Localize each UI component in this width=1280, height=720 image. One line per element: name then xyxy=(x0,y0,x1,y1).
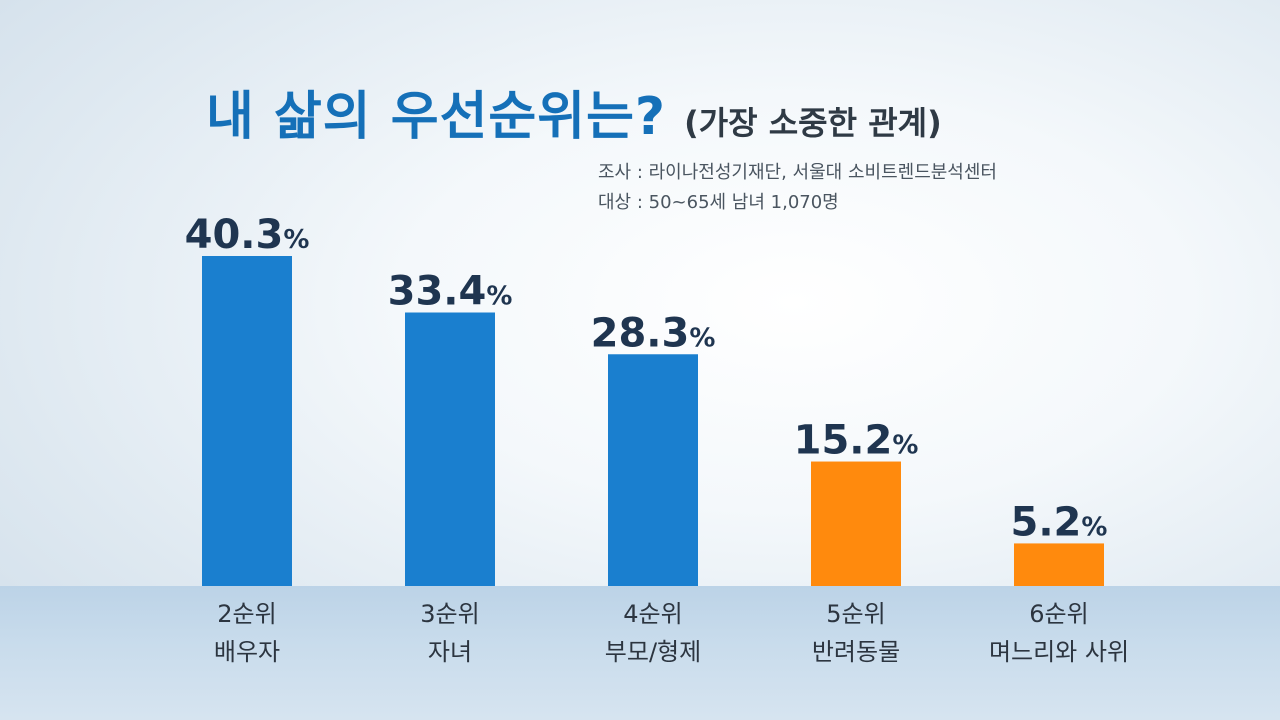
value-unit: % xyxy=(892,431,918,461)
category-rank-5: 6순위 xyxy=(1029,600,1088,628)
value-label-1: 40.3% xyxy=(185,212,310,258)
chart-title: 내 삶의 우선순위는? xyxy=(206,87,667,147)
bar-5 xyxy=(1014,543,1104,586)
value-label-3: 28.3% xyxy=(591,310,716,356)
bar-1 xyxy=(202,256,292,586)
category-rank-1: 2순위 xyxy=(217,600,276,628)
survey-target: 대상 : 50~65세 남녀 1,070명 xyxy=(598,192,839,213)
bar-4 xyxy=(811,461,901,586)
category-name-2: 자녀 xyxy=(428,638,472,666)
chart-floor xyxy=(0,586,1280,720)
value-unit: % xyxy=(486,282,512,312)
bar-3 xyxy=(608,354,698,586)
value-label-5: 5.2% xyxy=(1011,499,1108,545)
survey-source: 조사 : 라이나전성기재단, 서울대 소비트렌드분석센터 xyxy=(598,162,997,183)
value-number: 33.4 xyxy=(388,269,487,315)
category-rank-4: 5순위 xyxy=(826,600,885,628)
category-rank-3: 4순위 xyxy=(623,600,682,628)
value-label-4: 15.2% xyxy=(794,418,919,464)
category-name-5: 며느리와 사위 xyxy=(989,638,1129,666)
value-label-2: 33.4% xyxy=(388,269,513,315)
chart-subtitle: (가장 소중한 관계) xyxy=(684,104,942,142)
value-number: 15.2 xyxy=(794,418,893,464)
category-rank-2: 3순위 xyxy=(420,600,479,628)
category-name-4: 반려동물 xyxy=(812,638,900,666)
value-number: 40.3 xyxy=(185,212,284,258)
value-unit: % xyxy=(689,323,715,353)
category-name-1: 배우자 xyxy=(214,638,280,666)
value-unit: % xyxy=(283,225,309,255)
category-name-3: 부모/형제 xyxy=(605,638,701,666)
title-group: 내 삶의 우선순위는? (가장 소중한 관계) xyxy=(206,74,942,147)
value-number: 28.3 xyxy=(591,310,690,356)
value-unit: % xyxy=(1081,512,1107,542)
bar-2 xyxy=(405,312,495,586)
value-number: 5.2 xyxy=(1011,499,1082,545)
